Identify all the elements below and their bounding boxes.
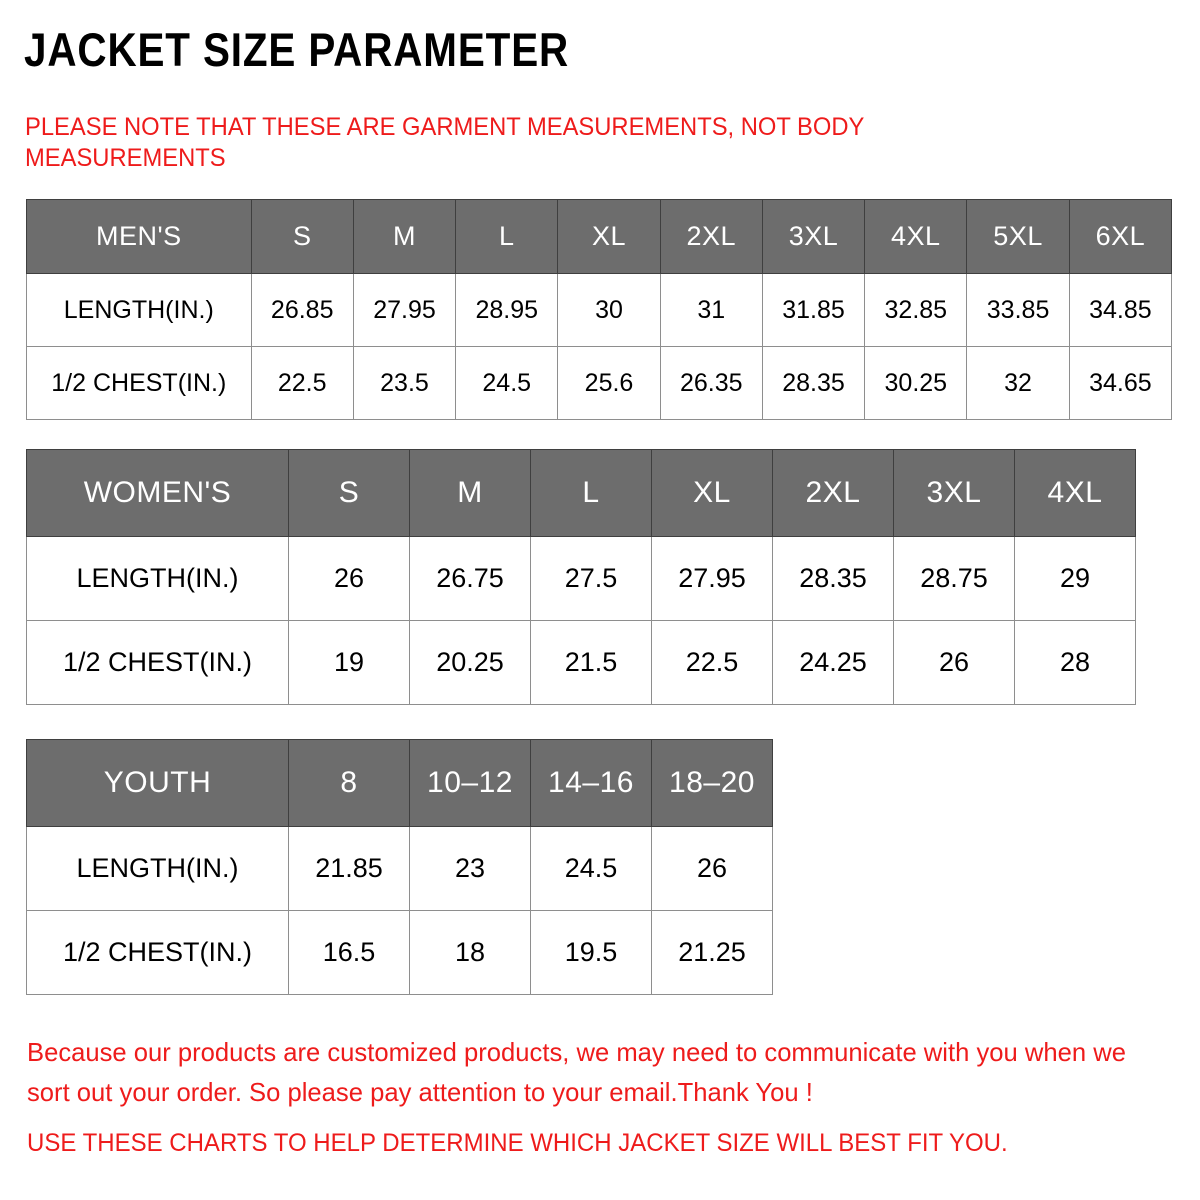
mens-value-1-8: 34.65	[1068, 346, 1173, 420]
youth-size-header-8: 8	[288, 739, 410, 827]
womens-measure-label-1: 1/2 CHEST(IN.)	[26, 620, 289, 705]
womens-value-1-3: 22.5	[651, 620, 773, 705]
garment-measurement-note: PLEASE NOTE THAT THESE ARE GARMENT MEASU…	[25, 113, 864, 172]
womens-value-0-1: 26.75	[409, 536, 531, 621]
mens-size-table: MEN'S S M L XL 2XL 3XL 4XL 5XL 6XL LENGTH(IN.) 26.…	[26, 199, 1173, 420]
womens-value-1-4: 24.25	[772, 620, 894, 705]
womens-size-header-m: M	[409, 449, 531, 537]
womens-value-1-0: 19	[288, 620, 410, 705]
mens-value-1-6: 30.25	[864, 346, 968, 420]
table-row: LENGTH(IN.) 26.85 27.95 28.95 30 31 31.85 32.85…	[26, 273, 1173, 347]
mens-value-0-0: 26.85	[250, 273, 354, 347]
mens-size-header-4xl: 4XL	[864, 199, 968, 274]
mens-value-1-0: 22.5	[250, 346, 354, 420]
youth-size-table: YOUTH 8 10–12 14–16 18–20 LENGTH(IN.) 21.85 23…	[26, 739, 773, 995]
mens-table-head: MEN'S S M L XL 2XL 3XL 4XL 5XL 6XL	[26, 199, 1173, 274]
womens-size-header-s: S	[288, 449, 410, 537]
womens-value-1-2: 21.5	[530, 620, 652, 705]
page-title: JACKET SIZE PARAMETER	[24, 23, 570, 76]
youth-table-label: YOUTH	[26, 739, 289, 827]
youth-value-1-3: 21.25	[651, 910, 773, 995]
youth-value-0-0: 21.85	[288, 826, 410, 911]
mens-value-0-2: 28.95	[455, 273, 559, 347]
womens-value-0-6: 29	[1014, 536, 1136, 621]
womens-header-row: WOMEN'S S M L XL 2XL 3XL 4XL	[26, 449, 1136, 537]
womens-value-0-5: 28.75	[893, 536, 1015, 621]
youth-value-0-1: 23	[409, 826, 531, 911]
mens-value-0-6: 32.85	[864, 273, 968, 347]
womens-size-header-2xl: 2XL	[772, 449, 894, 537]
mens-table-body: LENGTH(IN.) 26.85 27.95 28.95 30 31 31.85 32.85…	[26, 273, 1173, 420]
youth-value-1-1: 18	[409, 910, 531, 995]
table-row: 1/2 CHEST(IN.) 22.5 23.5 24.5 25.6 26.35 28.35…	[26, 346, 1173, 420]
table-row: LENGTH(IN.) 26 26.75 27.5 27.95 28.35 28.75 29	[26, 536, 1136, 621]
youth-value-0-2: 24.5	[530, 826, 652, 911]
womens-table-head: WOMEN'S S M L XL 2XL 3XL 4XL	[26, 449, 1136, 537]
mens-measure-label-1: 1/2 CHEST(IN.)	[26, 346, 252, 420]
mens-header-row: MEN'S S M L XL 2XL 3XL 4XL 5XL 6XL	[26, 199, 1173, 274]
womens-size-header-l: L	[530, 449, 652, 537]
womens-measure-label-0: LENGTH(IN.)	[26, 536, 289, 621]
mens-value-1-4: 26.35	[659, 346, 763, 420]
youth-size-header-14-16: 14–16	[530, 739, 652, 827]
mens-size-header-m: M	[352, 199, 457, 274]
womens-table-body: LENGTH(IN.) 26 26.75 27.5 27.95 28.35 28.75 29 1…	[26, 536, 1136, 705]
customization-note: Because our products are customized prod…	[27, 1037, 1126, 1107]
womens-value-0-3: 27.95	[651, 536, 773, 621]
youth-value-1-0: 16.5	[288, 910, 410, 995]
table-row: LENGTH(IN.) 21.85 23 24.5 26	[26, 826, 773, 911]
mens-value-0-7: 33.85	[966, 273, 1070, 347]
womens-size-header-4xl: 4XL	[1014, 449, 1136, 537]
mens-table-label: MEN'S	[26, 199, 252, 274]
womens-size-header-xl: XL	[651, 449, 773, 537]
youth-size-header-18-20: 18–20	[651, 739, 773, 827]
youth-table-head: YOUTH 8 10–12 14–16 18–20	[26, 739, 773, 827]
table-row: 1/2 CHEST(IN.) 19 20.25 21.5 22.5 24.25 26 28	[26, 620, 1136, 705]
mens-value-1-5: 28.35	[761, 346, 866, 420]
mens-size-header-2xl: 2XL	[659, 199, 763, 274]
mens-value-1-3: 25.6	[557, 346, 661, 420]
womens-size-header-3xl: 3XL	[893, 449, 1015, 537]
youth-size-header-10-12: 10–12	[409, 739, 531, 827]
womens-value-0-2: 27.5	[530, 536, 652, 621]
table-row: 1/2 CHEST(IN.) 16.5 18 19.5 21.25	[26, 910, 773, 995]
youth-measure-label-0: LENGTH(IN.)	[26, 826, 289, 911]
womens-value-1-5: 26	[893, 620, 1015, 705]
youth-header-row: YOUTH 8 10–12 14–16 18–20	[26, 739, 773, 827]
womens-table-label: WOMEN'S	[26, 449, 289, 537]
youth-value-1-2: 19.5	[530, 910, 652, 995]
youth-value-0-3: 26	[651, 826, 773, 911]
mens-value-1-1: 23.5	[352, 346, 457, 420]
womens-value-0-4: 28.35	[772, 536, 894, 621]
mens-size-header-6xl: 6XL	[1068, 199, 1173, 274]
mens-size-header-3xl: 3XL	[761, 199, 866, 274]
mens-value-1-2: 24.5	[455, 346, 559, 420]
womens-value-1-1: 20.25	[409, 620, 531, 705]
mens-value-0-3: 30	[557, 273, 661, 347]
mens-value-0-1: 27.95	[352, 273, 457, 347]
mens-measure-label-0: LENGTH(IN.)	[26, 273, 252, 347]
youth-table-body: LENGTH(IN.) 21.85 23 24.5 26 1/2 CHEST(IN.) 16…	[26, 826, 773, 995]
mens-value-0-4: 31	[659, 273, 763, 347]
mens-size-header-xl: XL	[557, 199, 661, 274]
womens-value-1-6: 28	[1014, 620, 1136, 705]
mens-size-header-5xl: 5XL	[966, 199, 1070, 274]
mens-size-header-s: S	[250, 199, 354, 274]
youth-measure-label-1: 1/2 CHEST(IN.)	[26, 910, 289, 995]
womens-size-table: WOMEN'S S M L XL 2XL 3XL 4XL LENGTH(IN.) 26 26.75…	[26, 449, 1136, 705]
womens-value-0-0: 26	[288, 536, 410, 621]
chart-usage-note: USE THESE CHARTS TO HELP DETERMINE WHICH…	[27, 1129, 1008, 1157]
mens-value-0-5: 31.85	[761, 273, 866, 347]
mens-value-0-8: 34.85	[1068, 273, 1173, 347]
mens-size-header-l: L	[455, 199, 559, 274]
mens-value-1-7: 32	[966, 346, 1070, 420]
